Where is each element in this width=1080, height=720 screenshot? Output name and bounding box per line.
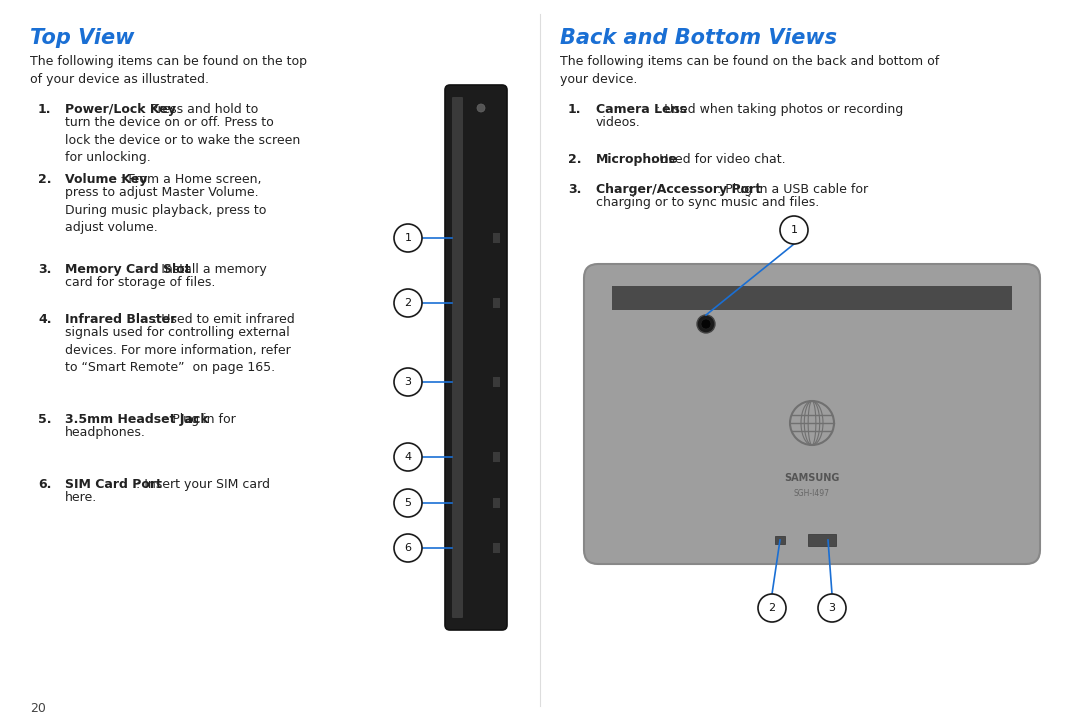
Text: 5.: 5. — [38, 413, 52, 426]
Text: : Plug in a USB cable for: : Plug in a USB cable for — [717, 183, 868, 196]
Text: SAMSUNG: SAMSUNG — [784, 473, 839, 483]
Text: videos.: videos. — [596, 116, 640, 129]
Bar — [775, 536, 785, 544]
Text: SIM Card Port: SIM Card Port — [65, 478, 162, 491]
Text: signals used for controlling external
devices. For more information, refer
to “S: signals used for controlling external de… — [65, 326, 291, 374]
Text: : Used when taking photos or recording: : Used when taking photos or recording — [657, 103, 904, 116]
Bar — [492, 452, 500, 462]
Text: Microphone: Microphone — [596, 153, 678, 166]
Text: Volume Key: Volume Key — [65, 173, 147, 186]
Circle shape — [818, 594, 846, 622]
Text: 3: 3 — [405, 377, 411, 387]
Text: 3.: 3. — [38, 263, 52, 276]
Text: 4: 4 — [404, 452, 411, 462]
Text: : Insert your SIM card: : Insert your SIM card — [136, 478, 270, 491]
Circle shape — [697, 315, 715, 333]
FancyBboxPatch shape — [445, 85, 507, 630]
Bar — [492, 233, 500, 243]
Text: : Used for video chat.: : Used for video chat. — [651, 153, 785, 166]
FancyBboxPatch shape — [453, 97, 463, 618]
Text: Camera Lens: Camera Lens — [596, 103, 687, 116]
Text: : Used to emit infrared: : Used to emit infrared — [153, 313, 295, 326]
Circle shape — [701, 319, 711, 329]
Bar — [492, 298, 500, 308]
Text: The following items can be found on the top
of your device as illustrated.: The following items can be found on the … — [30, 55, 307, 86]
Text: 2.: 2. — [38, 173, 52, 186]
Text: press to adjust Master Volume.
During music playback, press to
adjust volume.: press to adjust Master Volume. During mu… — [65, 186, 267, 234]
Circle shape — [394, 443, 422, 471]
Text: Back and Bottom Views: Back and Bottom Views — [561, 28, 837, 48]
Text: : Plug in for: : Plug in for — [164, 413, 235, 426]
Text: Power/Lock Key: Power/Lock Key — [65, 103, 176, 116]
Text: 3: 3 — [828, 603, 836, 613]
Text: SGH-I497: SGH-I497 — [794, 488, 831, 498]
Text: 1.: 1. — [568, 103, 581, 116]
Text: 4.: 4. — [38, 313, 52, 326]
Text: card for storage of files.: card for storage of files. — [65, 276, 215, 289]
Text: 20: 20 — [30, 702, 45, 715]
Text: 2: 2 — [769, 603, 775, 613]
Text: 5: 5 — [405, 498, 411, 508]
Text: 3.5mm Headset Jack: 3.5mm Headset Jack — [65, 413, 208, 426]
Text: Memory Card Slot: Memory Card Slot — [65, 263, 190, 276]
Circle shape — [394, 534, 422, 562]
Circle shape — [394, 224, 422, 252]
Circle shape — [477, 104, 485, 112]
Text: 1: 1 — [405, 233, 411, 243]
Circle shape — [394, 289, 422, 317]
Text: : Press and hold to: : Press and hold to — [141, 103, 258, 116]
Text: The following items can be found on the back and bottom of
your device.: The following items can be found on the … — [561, 55, 940, 86]
Text: 6: 6 — [405, 543, 411, 553]
Text: 2.: 2. — [568, 153, 581, 166]
Text: 1.: 1. — [38, 103, 52, 116]
Text: 1: 1 — [791, 225, 797, 235]
Bar — [492, 543, 500, 553]
Bar — [808, 534, 836, 546]
Text: Charger/Accessory Port: Charger/Accessory Port — [596, 183, 761, 196]
Text: charging or to sync music and files.: charging or to sync music and files. — [596, 196, 820, 209]
FancyBboxPatch shape — [584, 264, 1040, 564]
Text: Infrared Blaster: Infrared Blaster — [65, 313, 176, 326]
Bar — [492, 377, 500, 387]
Text: : From a Home screen,: : From a Home screen, — [120, 173, 261, 186]
Text: Top View: Top View — [30, 28, 134, 48]
Text: headphones.: headphones. — [65, 426, 146, 439]
Circle shape — [394, 489, 422, 517]
Circle shape — [780, 216, 808, 244]
Text: 6.: 6. — [38, 478, 52, 491]
Text: 3.: 3. — [568, 183, 581, 196]
Bar — [492, 498, 500, 508]
Text: 2: 2 — [404, 298, 411, 308]
Text: : Install a memory: : Install a memory — [153, 263, 267, 276]
Text: turn the device on or off. Press to
lock the device or to wake the screen
for un: turn the device on or off. Press to lock… — [65, 116, 300, 164]
Bar — [612, 286, 1012, 310]
Text: here.: here. — [65, 491, 97, 504]
Circle shape — [394, 368, 422, 396]
Circle shape — [758, 594, 786, 622]
